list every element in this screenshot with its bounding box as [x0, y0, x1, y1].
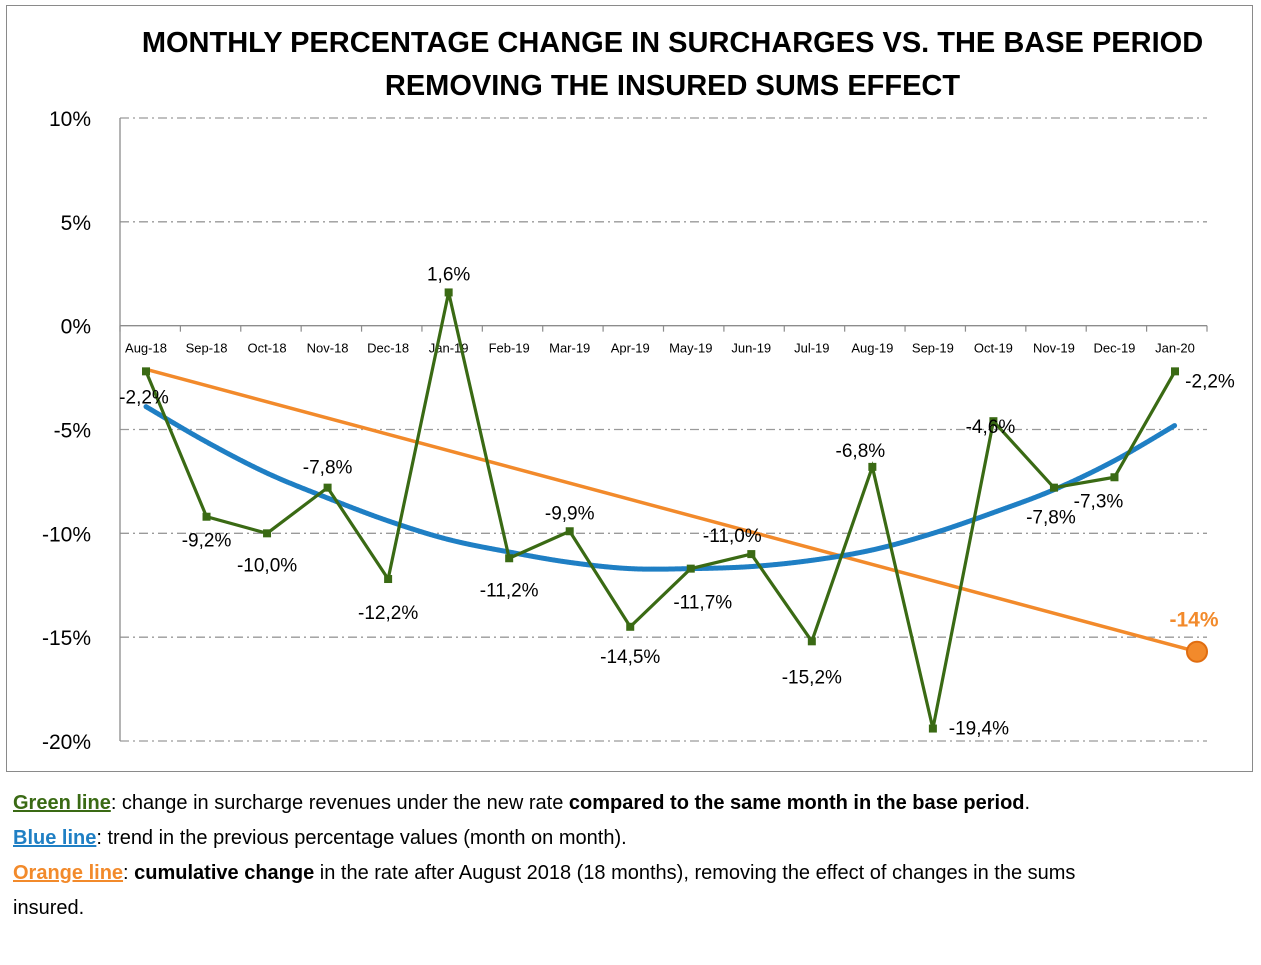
- y-tick-label: -10%: [42, 523, 91, 546]
- monthly-point: [384, 575, 393, 584]
- cumulative-end-marker: [1186, 640, 1208, 663]
- series: [142, 288, 1208, 733]
- green-line-key: Green line: [13, 792, 111, 814]
- monthly-point: [1049, 483, 1058, 492]
- monthly-point: [142, 367, 150, 376]
- monthly-point: [747, 550, 756, 559]
- chart-title: MONTHLY PERCENTAGE CHANGE IN SURCHARGES …: [100, 22, 1245, 108]
- axes: [119, 118, 1208, 741]
- monthly-point: [1110, 473, 1119, 482]
- x-tick-label: Aug-18: [125, 341, 167, 356]
- data-label: -2,2%: [119, 387, 169, 408]
- monthly-change-line: [144, 292, 1177, 729]
- x-tick-label: Sep-18: [186, 341, 228, 356]
- chart-title-line-1: MONTHLY PERCENTAGE CHANGE IN SURCHARGES …: [141, 27, 1204, 59]
- cumulative-change-line: [145, 367, 1198, 654]
- data-label: -9,2%: [182, 531, 232, 552]
- note-blue: Blue line: trend in the previous percent…: [13, 827, 627, 849]
- x-tick-label: Jul-19: [794, 341, 829, 356]
- line-chart: 10% 5% 0% -5% -10% -15% -20% Aug-18 Sep-18 Oct-1…: [42, 108, 1235, 754]
- x-tick-label: Jan-20: [1155, 341, 1195, 356]
- data-labels: -14% -2,2% -9,2%-10,0% -7,8% -12,2% 1,6% -11,2…: [119, 264, 1235, 739]
- y-tick-label: -20%: [42, 731, 91, 754]
- monthly-point: [1171, 367, 1179, 376]
- monthly-point: [323, 483, 332, 492]
- data-label: 1,6%: [427, 264, 470, 285]
- legend-notes: Green line: change in surcharge revenues…: [13, 786, 1103, 926]
- trend-line: [143, 404, 1178, 572]
- x-tick-label: Apr-19: [611, 341, 650, 356]
- x-tick-label: Dec-19: [1094, 341, 1136, 356]
- data-label: -14,5%: [600, 647, 660, 668]
- x-tick-label: Jun-19: [731, 341, 771, 356]
- monthly-point: [505, 554, 514, 563]
- x-tick-label: Mar-19: [549, 341, 590, 356]
- data-label: -7,3%: [1074, 491, 1124, 512]
- data-label: -15,2%: [782, 667, 842, 688]
- x-tick-labels: Aug-18 Sep-18 Oct-18 Nov-18 Dec-18 Jan-19 Feb-…: [125, 341, 1195, 356]
- chart-title-line-2: REMOVING THE INSURED SUMS EFFECT: [384, 70, 961, 102]
- y-tick-label: -15%: [42, 627, 91, 650]
- data-label: -2,2%: [1185, 371, 1235, 392]
- x-tick-label: Feb-19: [489, 341, 530, 356]
- gridlines: [120, 117, 1207, 742]
- data-label: -11,0%: [703, 526, 762, 547]
- x-tick-label: Oct-19: [974, 341, 1013, 356]
- data-label: -6,8%: [836, 441, 886, 462]
- data-label: -19,4%: [949, 719, 1009, 740]
- data-label: -11,7%: [673, 593, 732, 614]
- monthly-point: [444, 288, 453, 297]
- x-tick-label: Sep-19: [912, 341, 954, 356]
- data-label: -10,0%: [237, 555, 297, 576]
- y-tick-label: 0%: [61, 316, 91, 339]
- monthly-point: [928, 724, 937, 733]
- data-label: -7,8%: [1026, 508, 1076, 529]
- note-orange: Orange line: cumulative change in the ra…: [13, 862, 1076, 919]
- data-label: -9,9%: [545, 503, 595, 524]
- x-tick-label: Aug-19: [851, 341, 893, 356]
- data-label: -7,8%: [303, 458, 353, 479]
- x-tick-label: May-19: [669, 341, 712, 356]
- note-green: Green line: change in surcharge revenues…: [13, 792, 1031, 814]
- y-tick-label: 10%: [49, 108, 91, 131]
- x-tick-label: Dec-18: [367, 341, 409, 356]
- data-label: -12,2%: [358, 603, 418, 624]
- x-tick-label: Oct-18: [248, 341, 287, 356]
- cumulative-end-label: -14%: [1169, 609, 1218, 632]
- data-label: -11,2%: [480, 580, 539, 601]
- orange-line-key: Orange line: [13, 862, 124, 884]
- y-tick-label: 5%: [61, 212, 91, 235]
- monthly-point: [807, 637, 816, 646]
- blue-line-key: Blue line: [13, 827, 97, 849]
- x-tick-label: Nov-18: [307, 341, 349, 356]
- monthly-point: [202, 512, 211, 521]
- y-tick-label: -5%: [54, 420, 91, 443]
- monthly-point: [989, 417, 998, 426]
- monthly-point: [686, 564, 695, 573]
- y-tick-labels: 10% 5% 0% -5% -10% -15% -20%: [42, 108, 91, 754]
- x-tick-label: Nov-19: [1033, 341, 1075, 356]
- monthly-point: [868, 462, 877, 471]
- monthly-point: [626, 622, 635, 631]
- monthly-point: [565, 527, 574, 536]
- data-label: -4,6%: [966, 417, 1016, 438]
- monthly-point: [263, 529, 272, 538]
